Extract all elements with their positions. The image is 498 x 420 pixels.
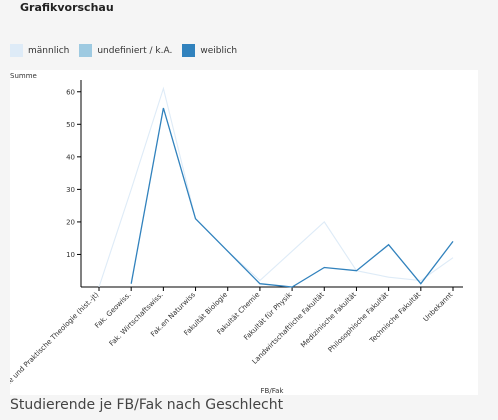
legend-label-weiblich: weiblich [200, 45, 238, 56]
x-tick-label: Medizinische Fakultät [299, 291, 358, 350]
legend-swatch-undefiniert [79, 44, 93, 57]
x-tick-label: Unbekannt [422, 291, 455, 324]
x-axis-label: FB/Fak [261, 387, 285, 395]
panel-title: Grafikvorschau [20, 1, 114, 14]
y-tick-label: 30 [66, 186, 75, 194]
y-tick-label: 50 [66, 121, 75, 129]
legend-swatch-maennlich [10, 44, 23, 57]
chart-panel: Summe FB/Fak 10 20 30 40 50 60 Fak. für System… [10, 70, 478, 395]
x-tick-label: Philosophische Fakultät [327, 291, 391, 355]
series-line-2 [130, 107, 454, 288]
chart-caption: Studierende je FB/Fak nach Geschlecht [10, 397, 284, 413]
legend: männlich undefiniert / k.A. weiblich [10, 44, 241, 57]
x-tick-label: Fak. Wirtschaftswiss. [108, 291, 165, 348]
line-chart: Summe FB/Fak 10 20 30 40 50 60 Fak. für System… [10, 72, 463, 395]
y-tick-label: 40 [66, 153, 75, 161]
y-tick-label: 10 [66, 251, 75, 259]
legend-item-weiblich[interactable]: weiblich [182, 44, 237, 57]
x-tick-label: Fak. für Systematische und Praktische Th… [10, 291, 101, 395]
series-line-0 [98, 86, 454, 288]
legend-item-undefiniert[interactable]: undefiniert / k.A. [79, 44, 172, 57]
axes: 10 20 30 40 50 60 Fak. für Systematische und P… [10, 80, 463, 395]
y-tick-label: 60 [66, 88, 75, 96]
y-axis-label: Summe [10, 72, 37, 80]
legend-item-maennlich[interactable]: männlich [10, 44, 69, 57]
legend-label-undefiniert: undefiniert / k.A. [97, 45, 173, 56]
y-tick-label: 20 [66, 218, 75, 226]
legend-label-maennlich: männlich [28, 45, 70, 56]
legend-swatch-weiblich [182, 44, 196, 57]
series-group [98, 86, 454, 288]
